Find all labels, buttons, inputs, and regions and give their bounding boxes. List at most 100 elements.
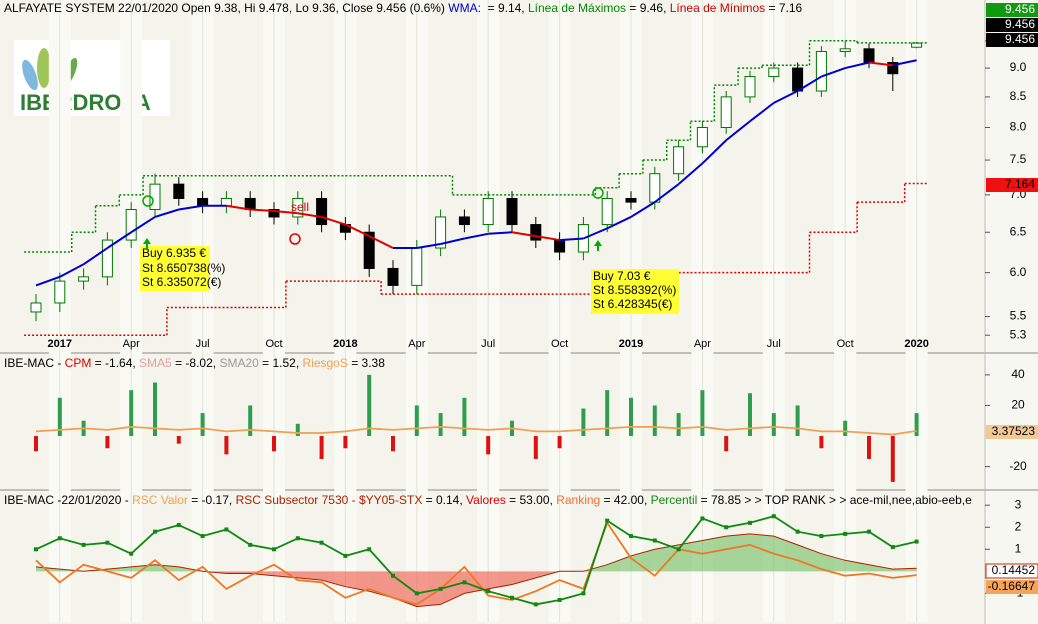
x-tick-label: 2018	[333, 338, 357, 350]
line-segment	[83, 247, 108, 266]
point	[652, 538, 657, 543]
bar	[319, 436, 324, 459]
point	[414, 591, 419, 596]
title-part: SMA20	[219, 356, 259, 370]
logo-leaf	[22, 59, 38, 91]
point	[486, 589, 491, 594]
point	[81, 542, 86, 547]
title-part: = 3.38	[348, 356, 385, 370]
area-segment	[773, 536, 798, 572]
bar	[272, 436, 276, 452]
line-segment	[583, 227, 608, 240]
last-value-label: 7.164	[1005, 177, 1035, 191]
title-part: = 78.85 > > TOP RANK > > ace-mil,nee,abi…	[697, 493, 972, 507]
bar	[652, 405, 657, 437]
y-tick-label: 8.5	[1010, 89, 1027, 103]
area-segment	[297, 571, 322, 581]
point	[533, 602, 538, 607]
area-segment	[345, 571, 370, 592]
candle-body	[220, 197, 232, 207]
buy-arrow	[594, 240, 602, 251]
title-part: Valores	[466, 493, 506, 507]
candle-body	[173, 183, 185, 199]
right-axis-strip	[985, 0, 1038, 624]
candle-body	[673, 146, 685, 175]
area-segment	[36, 566, 60, 572]
candle-body	[54, 280, 66, 304]
last-value-label: -0.16647	[988, 579, 1036, 593]
line-segment	[464, 232, 489, 240]
line-segment	[535, 235, 560, 242]
line-segment	[154, 208, 180, 218]
x-tick-label: 2019	[619, 338, 643, 350]
point	[557, 597, 562, 602]
candle-body	[911, 42, 923, 48]
point	[843, 531, 848, 536]
point	[867, 529, 871, 534]
line-segment	[297, 212, 322, 218]
x-tick-label: Oct	[551, 338, 568, 350]
title-part: Línea de Mínimos	[670, 1, 765, 15]
candle-body	[863, 48, 875, 63]
candle-body	[768, 67, 780, 78]
last-value-label: 3.37523	[992, 424, 1036, 438]
area-segment	[226, 571, 251, 574]
title-part: = 53.00,	[506, 493, 556, 507]
line-segment	[677, 162, 704, 185]
point	[581, 591, 586, 596]
bar	[295, 423, 300, 437]
y-tick-label: 5.3	[1010, 327, 1027, 341]
candle-body	[244, 197, 256, 210]
value-box	[986, 580, 1038, 594]
y-tick-label: -20	[1009, 459, 1027, 473]
bar	[200, 413, 205, 437]
point	[57, 536, 62, 541]
value-box	[985, 563, 1038, 579]
bar	[176, 436, 181, 444]
candle-body	[792, 67, 804, 92]
y-tick-label: 7.5	[1010, 152, 1027, 166]
sell-marker	[289, 233, 301, 245]
area-segment	[107, 566, 132, 572]
point	[819, 534, 824, 539]
bar	[129, 390, 134, 437]
x-tick-label: Jul	[196, 338, 210, 350]
title-part: = 7.16	[765, 1, 802, 15]
area-segment	[702, 536, 727, 572]
annotation: St 8.558392(%)	[593, 283, 676, 297]
line-segment	[630, 201, 656, 218]
buy-arrow	[143, 238, 151, 249]
point	[153, 529, 157, 534]
point	[248, 542, 253, 547]
candle-body	[387, 267, 399, 286]
line-series	[35, 515, 917, 606]
last-value-label: 9.456	[1005, 17, 1035, 31]
annotation: St 6.428345(€)	[593, 297, 672, 311]
candle-body	[101, 239, 113, 278]
bar	[343, 436, 348, 449]
line-segment	[749, 102, 775, 123]
title-part: = 0.14,	[422, 493, 466, 507]
point	[748, 520, 752, 525]
bar	[771, 413, 776, 437]
line-segment	[773, 90, 799, 104]
area-segment	[726, 533, 750, 572]
title-part: RiesgoS	[303, 356, 348, 370]
x-tick-label: Jul	[481, 338, 495, 350]
line-segment	[511, 231, 536, 238]
last-value-label: 0.14452	[992, 563, 1036, 577]
area-segment	[631, 549, 655, 572]
title-part: Ranking	[556, 493, 600, 507]
bar	[57, 397, 62, 437]
bar	[724, 436, 729, 452]
candle-body	[720, 96, 732, 128]
x-tick-label: 2017	[48, 338, 72, 350]
title-part: RSC Valor	[132, 493, 188, 507]
x-tick-label: Apr	[123, 338, 140, 350]
point	[700, 516, 705, 521]
title-part: = 1.52,	[259, 356, 303, 370]
point	[176, 523, 181, 528]
candle-body	[625, 197, 637, 203]
y-tick-label: 3	[1015, 497, 1022, 511]
